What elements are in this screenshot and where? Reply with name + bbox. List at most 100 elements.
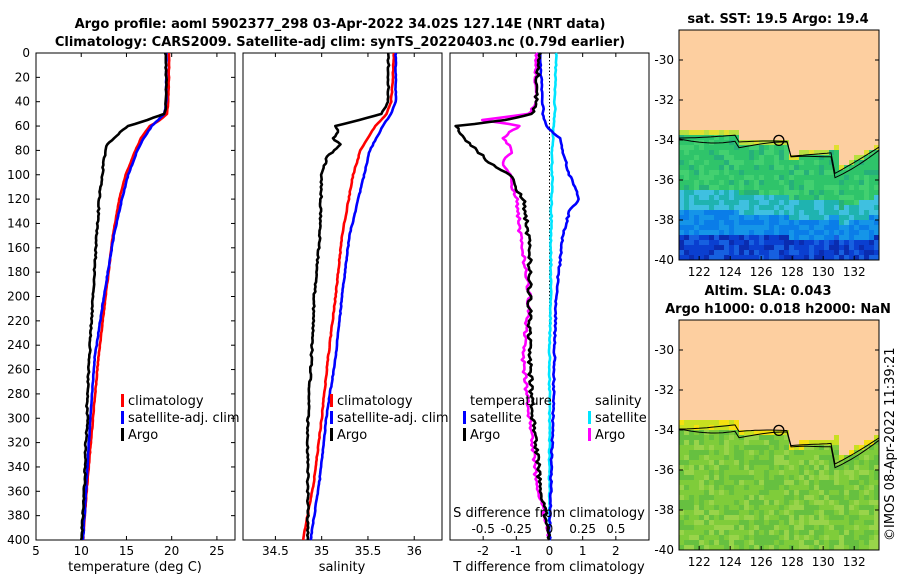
map-cell [784, 175, 790, 181]
map-cell [729, 440, 735, 446]
map-cell [854, 420, 860, 426]
map-cell [694, 535, 700, 541]
map-cell [694, 500, 700, 506]
map-cell [809, 170, 815, 176]
map-cell [789, 325, 795, 331]
map-cell [804, 390, 810, 396]
map-cell [769, 420, 775, 426]
map-cell [849, 115, 855, 121]
map-cell [824, 335, 830, 341]
map-cell [779, 385, 785, 391]
map-cell [719, 345, 725, 351]
map-cell [819, 145, 825, 151]
map-cell [739, 445, 745, 451]
map-cell [804, 350, 810, 356]
map-cell [734, 225, 740, 231]
map-cell [789, 100, 795, 106]
map-cell [719, 55, 725, 61]
map-cell [679, 325, 685, 331]
map-cell [854, 505, 860, 511]
map-cell [849, 410, 855, 416]
map-cell [764, 220, 770, 226]
map-cell [854, 440, 860, 446]
map-cell [739, 330, 745, 336]
map-cell [794, 90, 800, 96]
map-cell [699, 90, 705, 96]
map-cell [729, 115, 735, 121]
map-cell [794, 415, 800, 421]
map-cell [859, 380, 865, 386]
map-cell [729, 215, 735, 221]
map-cell [724, 475, 730, 481]
map-cell [864, 485, 870, 491]
map-cell [859, 240, 865, 246]
map-cell [774, 330, 780, 336]
map-cell [774, 190, 780, 196]
map-cell [774, 460, 780, 466]
map-cell [834, 155, 840, 161]
map-cell [774, 420, 780, 426]
map-cell [829, 350, 835, 356]
map-cell [794, 105, 800, 111]
map-cell [709, 405, 715, 411]
map-cell [774, 225, 780, 231]
map-cell [699, 205, 705, 211]
map-cell [864, 160, 870, 166]
map-cell [814, 420, 820, 426]
map-cell [679, 105, 685, 111]
map-cell [809, 480, 815, 486]
map-cell [794, 35, 800, 41]
map-cell [779, 405, 785, 411]
legend-temperature-title: temperature [470, 394, 552, 409]
map-cell [709, 350, 715, 356]
map-cell [874, 345, 880, 351]
map-cell [699, 475, 705, 481]
map-cell [704, 130, 710, 136]
map-cell [839, 235, 845, 241]
map-cell [814, 390, 820, 396]
map-cell [769, 405, 775, 411]
map-cell [744, 535, 750, 541]
map-cell [689, 30, 695, 36]
map-cell [774, 135, 780, 141]
map-cell [864, 175, 870, 181]
map-cell [749, 215, 755, 221]
map-cell [709, 195, 715, 201]
map-cell [779, 335, 785, 341]
map-cell [744, 405, 750, 411]
map-cell [874, 105, 880, 111]
map-y-tick-label: -40 [654, 253, 674, 267]
map-cell [809, 60, 815, 66]
map-cell [774, 235, 780, 241]
map-cell [704, 40, 710, 46]
map-cell [809, 75, 815, 81]
map-cell [739, 70, 745, 76]
map-cell [769, 380, 775, 386]
map-cell [729, 395, 735, 401]
map-cell [684, 465, 690, 471]
map-cell [874, 45, 880, 51]
map-cell [814, 180, 820, 186]
map-cell [874, 200, 880, 206]
map-cell [864, 515, 870, 521]
map-cell [764, 470, 770, 476]
map-cell [814, 345, 820, 351]
map-cell [744, 330, 750, 336]
map-cell [734, 140, 740, 146]
map-cell [814, 185, 820, 191]
map-cell [774, 185, 780, 191]
map-cell [839, 225, 845, 231]
map-cell [684, 90, 690, 96]
map-cell [719, 195, 725, 201]
map-cell [729, 470, 735, 476]
map-cell [714, 145, 720, 151]
map-cell [734, 75, 740, 81]
map-cell [794, 470, 800, 476]
map-cell [789, 190, 795, 196]
map-cell [834, 475, 840, 481]
map-cell [754, 500, 760, 506]
map-cell [854, 400, 860, 406]
map-cell [804, 425, 810, 431]
map-cell [799, 150, 805, 156]
